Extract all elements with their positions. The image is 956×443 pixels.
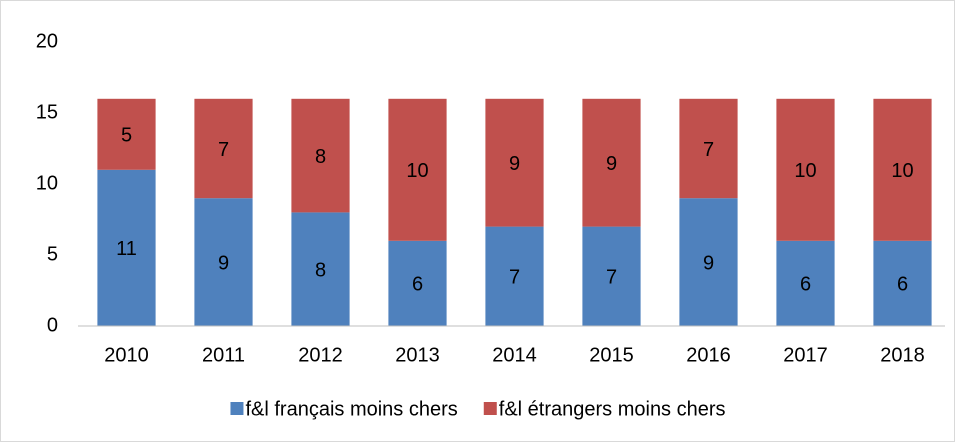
y-tick-label: 15 xyxy=(36,101,58,123)
bar-segment xyxy=(776,98,835,241)
legend: f&l français moins chers f&l étrangers mo… xyxy=(230,398,726,420)
x-tick-label: 2013 xyxy=(395,344,440,366)
bar-segment xyxy=(485,98,544,227)
y-tick-label: 0 xyxy=(47,314,58,336)
data-label: 6 xyxy=(800,274,811,296)
bar-segment xyxy=(873,98,932,241)
data-label: 7 xyxy=(218,139,229,161)
bar-segment xyxy=(97,98,156,170)
y-tick-label: 10 xyxy=(36,172,58,194)
data-label: 8 xyxy=(315,259,326,281)
data-label: 8 xyxy=(315,146,326,168)
legend-label: f&l français moins chers xyxy=(245,398,457,420)
data-label: 9 xyxy=(703,252,714,274)
x-tick-label: 2017 xyxy=(783,344,828,366)
data-label: 7 xyxy=(606,267,617,289)
legend-swatch xyxy=(230,402,244,415)
bar-segment xyxy=(291,98,350,213)
data-label: 10 xyxy=(406,160,428,182)
data-label: 6 xyxy=(412,274,423,296)
data-label: 9 xyxy=(509,153,520,175)
x-tick-label: 2011 xyxy=(202,344,245,366)
data-label: 9 xyxy=(606,153,617,175)
bar-segment xyxy=(388,98,447,241)
legend-label: f&l étrangers moins chers xyxy=(499,398,726,420)
data-label: 10 xyxy=(891,160,913,182)
data-label: 11 xyxy=(116,238,137,260)
bar-segment xyxy=(679,198,738,326)
y-tick-label: 5 xyxy=(47,243,58,265)
bar-segment xyxy=(776,240,835,326)
data-label: 9 xyxy=(218,252,229,274)
data-label: 7 xyxy=(509,267,520,289)
data-label: 10 xyxy=(794,160,816,182)
bar-segment xyxy=(485,226,544,326)
x-tick-label: 2018 xyxy=(880,344,925,366)
bar-segment xyxy=(194,98,253,199)
x-tick-label: 2010 xyxy=(104,344,149,366)
x-tick-label: 2014 xyxy=(492,344,537,366)
bar-segment xyxy=(873,240,932,326)
bar-segment xyxy=(582,226,641,326)
y-tick-label: 20 xyxy=(36,30,58,52)
bar-segment xyxy=(679,98,738,199)
data-label: 7 xyxy=(703,139,714,161)
bar-segment xyxy=(194,198,253,326)
bar-segment xyxy=(582,98,641,227)
bar-segment xyxy=(388,240,447,326)
data-label: 5 xyxy=(121,125,132,147)
bar-segment xyxy=(97,169,156,326)
x-tick-label: 2016 xyxy=(686,344,731,366)
x-tick-label: 2012 xyxy=(298,344,343,366)
legend-swatch xyxy=(483,402,497,415)
data-label: 6 xyxy=(897,274,908,296)
x-tick-label: 2015 xyxy=(589,344,634,366)
bar-segment xyxy=(291,212,350,326)
